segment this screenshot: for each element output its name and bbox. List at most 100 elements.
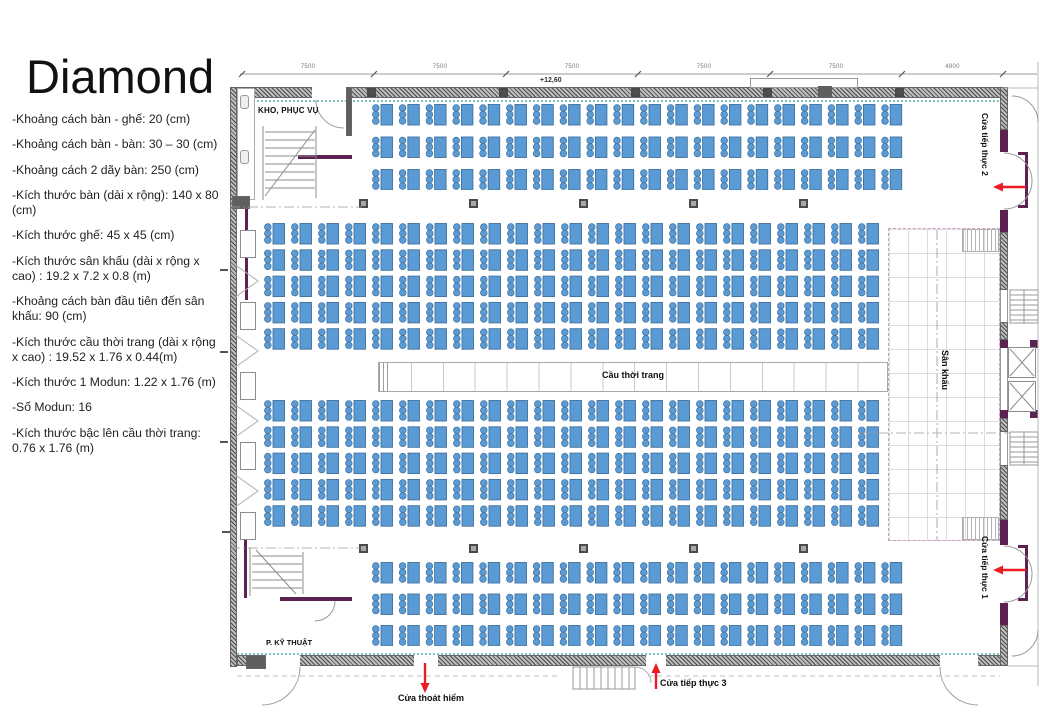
wall-right-seg <box>1000 87 1008 130</box>
spec-item: -Kích thước sân khấu (dài x rộng x cao) … <box>12 253 200 283</box>
storage-purple-wall <box>298 155 352 159</box>
page-title: Diamond <box>26 50 215 104</box>
column-marker <box>579 544 588 553</box>
technical-purple-wall <box>280 597 352 601</box>
spec-item: -Khoảng cách bàn đầu tiên đến sân khấu: … <box>12 294 205 324</box>
door-leaf-service2 <box>1018 152 1028 208</box>
wall-bottom-gap-emergency <box>414 655 438 666</box>
technical-stairs <box>249 548 304 596</box>
corner-pillar-bl <box>246 655 266 669</box>
wall-bottom-gap-1 <box>262 655 300 666</box>
right-stairs-lower <box>1009 431 1039 466</box>
wall-left-purple-lower <box>244 540 247 598</box>
door-service2-label: Cửa tiếp thực 2 <box>980 113 990 176</box>
storage-stairs <box>262 126 317 200</box>
door-service3-label: Cửa tiếp thực 3 <box>660 678 727 688</box>
bay-dimension: 7500 <box>432 64 448 70</box>
wall-bottom-gap-2 <box>940 655 978 666</box>
column-marker <box>359 199 368 208</box>
elevator-shaft-2 <box>1008 381 1036 412</box>
bay-dimension: 7500 <box>300 64 316 70</box>
stage-steps-bottom <box>962 517 999 540</box>
wall-column-marker <box>895 88 904 97</box>
wall-right-thin <box>1000 290 1008 322</box>
elevator-corner <box>999 340 1008 348</box>
corridor-panel <box>240 372 256 400</box>
wall-right-seg <box>1000 625 1008 666</box>
corridor-panel <box>240 512 256 540</box>
wall-right-thin <box>1000 432 1008 465</box>
column-marker <box>799 544 808 553</box>
wall-right-purple <box>1000 603 1008 625</box>
spec-item: -Khoảng cách bàn - bàn: 30 – 30 (cm) <box>12 137 218 152</box>
spec-item: -Kích thước bàn (dài x rộng): 140 x 80 (… <box>12 187 219 217</box>
wall-column-marker <box>763 88 772 97</box>
spec-item: -Khoảng cách 2 dãy bàn: 250 (cm) <box>12 162 199 177</box>
partition-line-top <box>237 100 1003 102</box>
column-marker <box>359 544 368 553</box>
wall-left <box>230 87 237 667</box>
table-block-bottom <box>372 562 903 646</box>
dimension-ticks <box>238 70 1007 78</box>
door-leaf-service1 <box>1018 545 1028 601</box>
column-marker <box>799 199 808 208</box>
stage-label: Sân khấu <box>940 350 950 391</box>
corridor-panel <box>240 230 256 258</box>
technical-room-label: P. KỸ THUẬT <box>266 638 313 647</box>
table-block-mid-lower <box>264 400 879 527</box>
wall-bottom <box>237 655 1003 666</box>
wall-right-thin <box>1000 340 1008 418</box>
elevation-label: +12,60 <box>540 77 562 84</box>
column-marker <box>579 199 588 208</box>
corridor-block <box>232 196 250 209</box>
column-marker <box>469 199 478 208</box>
spec-item: -Kích thước bậc lên cầu thời trang: 0.76… <box>12 425 201 455</box>
bay-dimension: 4800 <box>945 64 960 70</box>
spec-item: -Số Modun: 16 <box>12 400 92 415</box>
left-dimension-ticks <box>220 269 230 533</box>
stage-steps-top <box>962 229 999 252</box>
door-service1-label: Cửa tiếp thực 1 <box>980 536 990 599</box>
elevator-corner <box>1030 340 1038 348</box>
wall-stub <box>346 88 352 136</box>
spec-item: -Kích thước 1 Modun: 1.22 x 1.76 (m) <box>12 375 216 389</box>
runway-label: Cầu thời trang <box>602 370 664 380</box>
top-door-mark <box>818 86 832 97</box>
wall-right-purple <box>1000 520 1008 545</box>
wall-right-purple <box>1000 210 1008 232</box>
wall-right-seg <box>1000 232 1008 290</box>
door-emergency-label: Cửa thoát hiểm <box>398 693 465 703</box>
elevator-corner <box>999 410 1008 418</box>
exterior-stairs <box>572 666 652 690</box>
spec-list: -Khoảng cách bàn - ghế: 20 (cm) -Khoảng c… <box>12 112 224 466</box>
bay-dimension: 7500 <box>564 64 580 70</box>
wall-right-seg <box>1000 322 1008 340</box>
spec-item: -Kích thước ghế: 45 x 45 (cm) <box>12 228 175 243</box>
corridor-panel <box>240 302 256 330</box>
elevator-shaft-1 <box>1008 347 1036 378</box>
wc-fixture <box>240 95 249 109</box>
elevator-corner <box>1030 410 1038 418</box>
corridor-panel <box>240 442 256 470</box>
table-block-mid-upper <box>264 223 879 350</box>
wall-right-purple <box>1000 130 1008 152</box>
wc-fixture <box>240 150 249 164</box>
partition-line-bottom <box>237 653 1003 655</box>
entrance-vestibule <box>750 78 858 88</box>
storage-room-label: KHO, PHỤC VỤ <box>258 106 319 115</box>
wall-bottom-gap-service3 <box>646 655 666 666</box>
runway <box>378 362 888 392</box>
bay-dimension: 7500 <box>696 64 712 70</box>
column-marker <box>689 199 698 208</box>
wall-right-seg <box>1000 418 1008 432</box>
wall-column-marker <box>631 88 640 97</box>
stage <box>888 228 1000 541</box>
runway-entry-steps <box>379 363 391 391</box>
wall-top-door-gap <box>312 87 346 98</box>
spec-item: -Kích thước cầu thời trang (dài x rộng x… <box>12 334 216 364</box>
table-block-top <box>372 104 903 190</box>
right-stairs-upper <box>1009 289 1039 324</box>
bay-dimension: 7500 <box>828 64 844 70</box>
